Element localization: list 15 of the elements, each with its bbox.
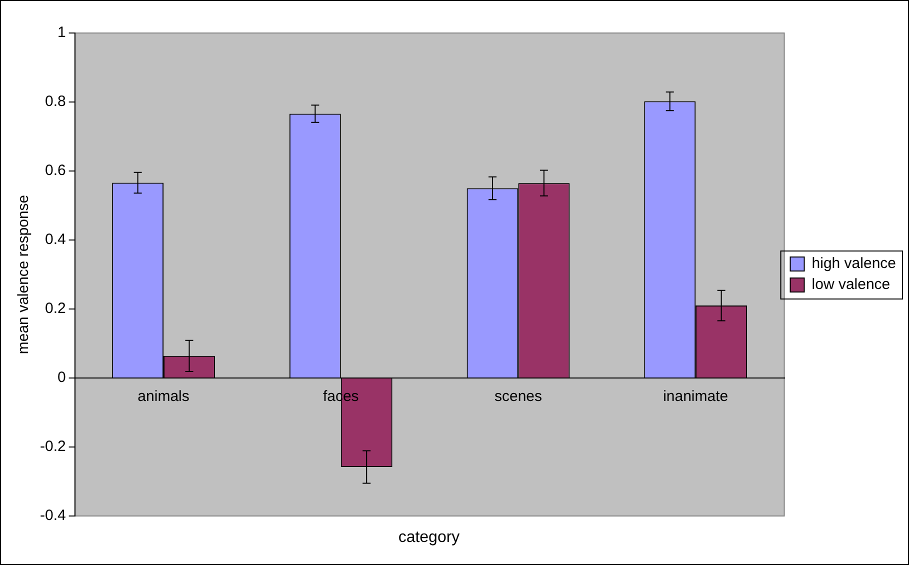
legend-label: low valence	[812, 276, 890, 294]
y-tick-label: 0	[58, 369, 66, 386]
y-tick-label: 1	[58, 24, 66, 42]
y-tick-label: -0.4	[40, 507, 66, 524]
x-tick-label: animals	[138, 388, 190, 406]
x-tick-label: inanimate	[663, 388, 728, 406]
y-tick-label: 0.4	[44, 231, 66, 248]
y-tick-label: 0.2	[44, 300, 66, 318]
x-tick-label: scenes	[494, 388, 542, 406]
x-axis-title: category	[397, 529, 461, 547]
y-tick-label: 0.6	[44, 162, 66, 180]
legend-label: high valence	[812, 255, 896, 272]
y-tick-label: 0.8	[44, 93, 66, 110]
y-tick-label: -0.2	[40, 438, 66, 456]
y-axis-title: mean valence response	[15, 194, 32, 354]
